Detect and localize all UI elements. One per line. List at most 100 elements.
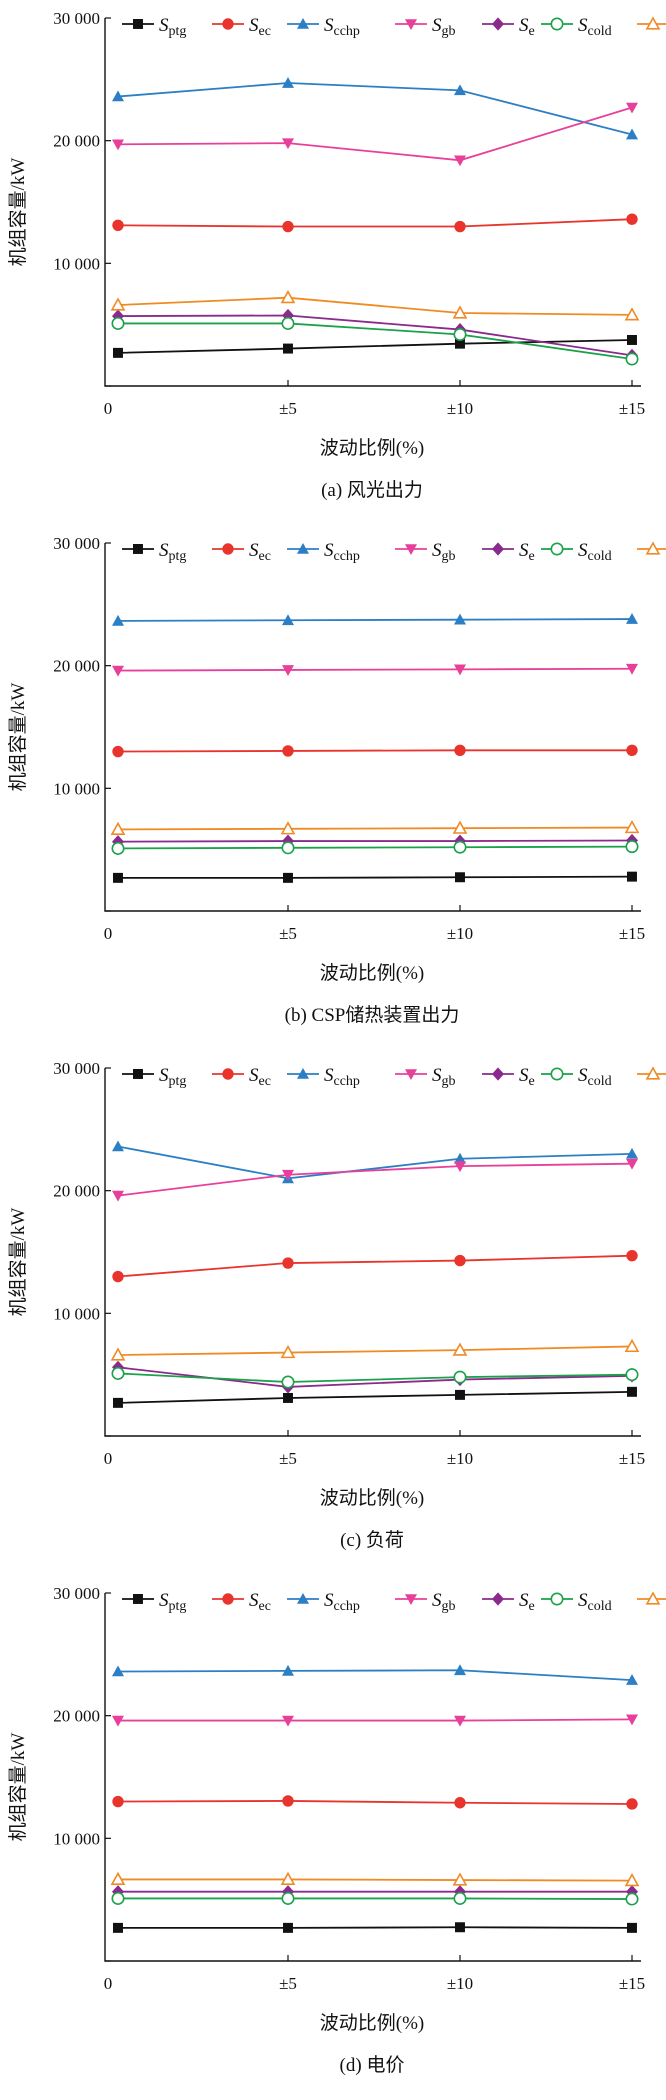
data-point-ec — [282, 1257, 294, 1269]
data-point-cold — [625, 1892, 639, 1906]
data-point-ptg — [627, 1386, 637, 1397]
series-line-heat — [117, 1345, 633, 1356]
legend-marker-e — [492, 1592, 504, 1606]
x-tick-label: ±15 — [619, 399, 645, 418]
data-point-gb — [112, 139, 124, 151]
data-point-gb — [454, 155, 466, 167]
series-line-heat — [117, 296, 633, 316]
legend-entry-cold: Scold — [578, 1065, 612, 1089]
legend-marker-cchp — [297, 1068, 309, 1079]
legend-entry-gb: Sgb — [432, 15, 456, 39]
series-line-ptg — [118, 1926, 633, 1929]
data-point-ptg — [455, 338, 465, 349]
legend-marker-cchp — [297, 18, 309, 29]
data-point-cchp — [282, 77, 294, 88]
x-tick-label: ±10 — [447, 399, 473, 418]
data-point-cold — [281, 841, 295, 855]
legend-entry-e: Se — [519, 540, 535, 564]
legend-entry-gb: Sgb — [432, 1590, 456, 1614]
data-point-heat — [452, 1342, 468, 1356]
data-point-heat — [110, 297, 126, 311]
data-point-heat — [110, 1871, 126, 1886]
legend-entry-ptg: Sptg — [159, 15, 186, 39]
data-point-ptg — [113, 347, 123, 358]
legend-marker-gb — [405, 19, 417, 30]
x-axis-label: 波动比例(%) — [320, 2012, 424, 2034]
x-tick-label: ±10 — [447, 1449, 473, 1468]
legend-marker-ptg — [133, 544, 143, 554]
series-ptg — [113, 335, 637, 358]
legend-entry-ec: Sec — [249, 540, 271, 564]
data-point-cold — [625, 1368, 639, 1382]
data-point-gb — [112, 1715, 124, 1727]
legend-marker-heat — [645, 1066, 661, 1080]
legend-entry-e: Se — [519, 15, 535, 39]
y-tick-label: 20 000 — [53, 1707, 100, 1726]
series-cold — [111, 1891, 639, 1906]
data-point-heat — [280, 821, 296, 835]
data-point-cchp — [454, 84, 466, 96]
data-point-cchp — [112, 90, 124, 102]
y-axis-label: 机组容量/kW — [7, 683, 29, 792]
legend-entry-cold: Scold — [578, 1590, 612, 1614]
legend-entry-cold: Scold — [578, 540, 612, 564]
data-point-heat — [452, 305, 468, 319]
data-point-ptg — [283, 872, 293, 883]
legend-entry-e: Se — [519, 1590, 535, 1614]
legend-marker-cold — [550, 17, 564, 31]
x-tick-label: ±5 — [279, 924, 297, 943]
legend-marker-heat — [645, 16, 661, 30]
line-chart-svg: 10 000 20 000 30 000 0 ±5 ±10 ±15 波动比例(%) 机组容量/k… — [7, 9, 666, 501]
y-tick-label: 10 000 — [53, 254, 100, 273]
data-point-cchp — [282, 614, 294, 626]
data-point-ec — [112, 219, 124, 232]
series-ec — [112, 1795, 638, 1810]
data-point-ptg — [283, 343, 293, 354]
data-point-cchp — [454, 1152, 466, 1164]
series-cold — [111, 840, 639, 855]
legend-marker-gb — [405, 544, 417, 555]
y-tick-label: 10 000 — [53, 1829, 100, 1848]
legend-entry-ec: Sec — [249, 1590, 271, 1614]
y-tick-label: 30 000 — [53, 534, 100, 553]
series-cchp — [112, 613, 638, 626]
series-line-gb — [117, 667, 633, 672]
chart-panel-2: 10 000 20 000 30 000 0 ±5 ±10 ±15 波动比例(%) 机组容量/k… — [0, 525, 666, 1050]
data-point-heat — [280, 290, 296, 304]
x-tick-label: 0 — [104, 924, 113, 943]
data-point-cchp — [282, 1664, 294, 1676]
data-point-cold — [453, 1891, 467, 1905]
legend-marker-gb — [405, 1594, 417, 1605]
data-point-cold — [625, 352, 639, 366]
legend-marker-gb — [405, 1069, 417, 1080]
y-tick-label: 20 000 — [53, 657, 100, 676]
x-axis-label: 波动比例(%) — [320, 437, 424, 459]
y-axis-label: 机组容量/kW — [7, 1208, 29, 1317]
data-point-ec — [282, 1795, 294, 1807]
y-tick-label: 30 000 — [53, 1059, 100, 1078]
legend-entry-cchp: Scchp — [324, 540, 360, 564]
data-point-ptg — [455, 1389, 465, 1400]
series-line-cold — [118, 1897, 633, 1900]
data-point-cchp — [112, 1140, 124, 1152]
series-line-cchp — [117, 1145, 633, 1180]
data-point-ec — [626, 744, 638, 757]
data-point-gb — [454, 1161, 466, 1173]
legend-entry-ptg: Sptg — [159, 1590, 186, 1614]
data-point-gb — [454, 1715, 466, 1727]
data-point-cchp — [454, 1664, 466, 1676]
y-tick-label: 30 000 — [53, 1584, 100, 1603]
series-line-ec — [117, 1800, 633, 1805]
series-line-cchp — [117, 82, 633, 136]
legend-marker-cchp — [297, 543, 309, 554]
chart-panel-4: 10 000 20 000 30 000 0 ±5 ±10 ±15 波动比例(%) 机组容量/k… — [0, 1575, 666, 2100]
data-point-cchp — [112, 614, 124, 626]
data-point-gb — [282, 1715, 294, 1727]
x-tick-label: ±5 — [279, 399, 297, 418]
data-point-ec — [626, 1249, 638, 1262]
data-point-heat — [624, 1873, 640, 1887]
legend-marker-cold — [550, 1067, 564, 1081]
series-line-e — [117, 839, 633, 843]
series-heat — [110, 290, 640, 321]
data-point-heat — [110, 821, 126, 836]
